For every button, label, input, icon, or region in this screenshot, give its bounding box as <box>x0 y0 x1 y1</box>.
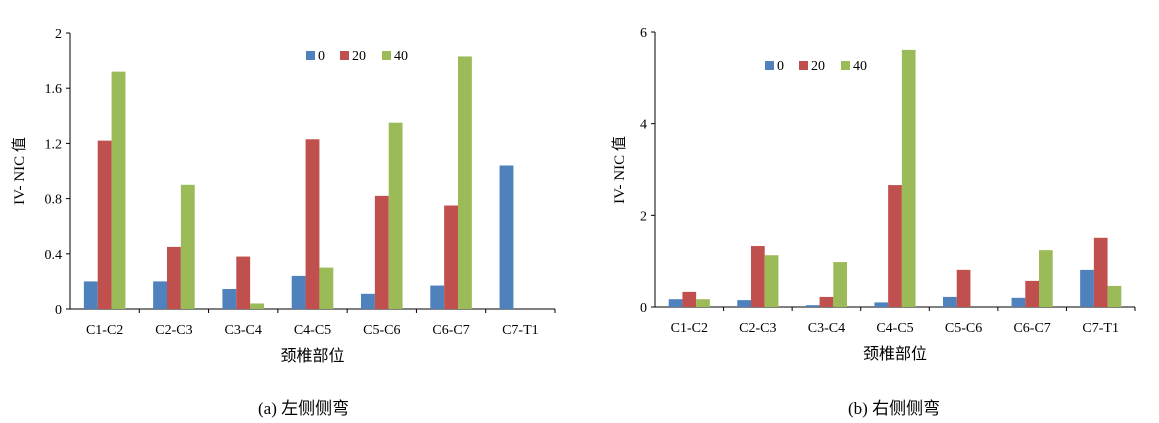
chartb-bar-40-C2-C3 <box>764 255 779 307</box>
chartb-bar-40-C7-T1 <box>1107 285 1122 307</box>
charta-y-axis-title: IV- NIC 值 <box>11 137 28 205</box>
charta-bar-40-C2-C3 <box>180 184 195 309</box>
chartb-x-tick-label: C1-C2 <box>671 321 708 336</box>
chartb-bar-0-C1-C2 <box>668 299 683 307</box>
charta-y-tick-label: 0 <box>55 303 62 318</box>
chartb-bar-40-C1-C2 <box>696 299 710 307</box>
charta-bar-20-C2-C3 <box>167 246 181 309</box>
charta-bar-20-C1-C2 <box>97 140 112 309</box>
charta-bar-20-C4-C5 <box>305 139 320 309</box>
chartb-legend-label-0: 0 <box>777 59 784 74</box>
charta-legend-label-0: 0 <box>318 49 325 64</box>
charta-bar-0-C6-C7 <box>430 285 445 309</box>
charta-x-axis-title: 颈椎部位 <box>280 347 344 365</box>
charta-y-tick-label: 0.8 <box>45 193 63 208</box>
charta-legend-label-40: 40 <box>394 49 408 64</box>
charta-bar-40-C5-C6 <box>388 122 403 309</box>
charta-bar-20-C3-C4 <box>236 256 251 309</box>
charta-y-tick-label: 0.4 <box>45 248 63 263</box>
charta-y-tick-label: 1.2 <box>45 137 63 152</box>
charta-bar-20-C5-C6 <box>374 195 389 309</box>
chartb-legend-swatch-0 <box>765 61 774 70</box>
chartb-x-tick-label: C5-C6 <box>945 321 982 336</box>
chartb-bar-0-C6-C7 <box>1011 297 1026 307</box>
chartb-bar-40-C3-C4 <box>833 262 847 307</box>
chartb-x-tick-label: C7-T1 <box>1082 321 1119 336</box>
charta-bar-20-C6-C7 <box>444 205 458 309</box>
chartb-y-tick-label: 4 <box>640 118 647 133</box>
chartb-bar-20-C4-C5 <box>888 185 902 307</box>
chartb-bar-40-C4-C5 <box>901 49 916 307</box>
charta-bar-0-C2-C3 <box>153 281 167 309</box>
chartb-bar-0-C3-C4 <box>805 305 820 307</box>
charta-bar-0-C5-C6 <box>361 293 375 309</box>
charta-bar-0-C3-C4 <box>222 288 237 309</box>
charta-bar-40-C4-C5 <box>319 267 334 309</box>
chartb-bar-0-C7-T1 <box>1080 269 1094 307</box>
charta-legend-swatch-20 <box>340 51 349 60</box>
charta-x-tick-label: C1-C2 <box>86 323 123 338</box>
chartb-y-tick-label: 2 <box>640 209 647 224</box>
chartb-x-tick-label: C4-C5 <box>876 321 913 336</box>
chartb-bar-20-C1-C2 <box>682 291 697 307</box>
charta-legend-swatch-40 <box>382 51 391 60</box>
chartb-x-tick-label: C3-C4 <box>808 321 845 336</box>
caption-a: (a) 左侧侧弯 <box>258 399 350 418</box>
chartb-x-tick-label: C2-C3 <box>739 321 776 336</box>
charta-x-tick-label: C7-T1 <box>502 323 539 338</box>
charta-bar-40-C6-C7 <box>458 56 472 310</box>
charta-x-tick-label: C2-C3 <box>155 323 192 338</box>
chartb-legend-label-20: 20 <box>811 59 825 74</box>
charta-y-tick-label: 2 <box>55 27 62 42</box>
chartb-bar-0-C5-C6 <box>943 296 957 307</box>
caption-b: (b) 右侧侧弯 <box>848 399 941 418</box>
chartb-bar-20-C5-C6 <box>956 269 971 307</box>
chartb-bar-20-C7-T1 <box>1093 237 1108 307</box>
chartb-y-tick-label: 6 <box>640 26 647 41</box>
chartb-legend-label-40: 40 <box>853 59 867 74</box>
charta-bar-0-C1-C2 <box>83 281 98 309</box>
charta-y-tick-label: 1.6 <box>45 82 63 97</box>
charta-legend-label-20: 20 <box>352 49 366 64</box>
chartb-bar-20-C2-C3 <box>751 246 765 307</box>
charta-bar-0-C7-T1 <box>499 165 514 309</box>
charta-bar-0-C4-C5 <box>291 275 306 309</box>
chartb-legend-swatch-40 <box>841 61 850 70</box>
chartb-x-axis-title: 颈椎部位 <box>863 345 927 363</box>
chartb-bar-40-C6-C7 <box>1039 250 1053 307</box>
chartb-y-tick-label: 0 <box>640 301 647 316</box>
chartb-legend-swatch-20 <box>799 61 808 70</box>
chartb-bar-20-C3-C4 <box>819 296 834 307</box>
charta-bar-40-C3-C4 <box>250 303 264 309</box>
charta-x-tick-label: C5-C6 <box>363 323 400 338</box>
charta-bar-40-C1-C2 <box>111 71 126 309</box>
chartb-bar-20-C6-C7 <box>1025 280 1039 307</box>
charta-legend-swatch-0 <box>306 51 315 60</box>
chartb-x-tick-label: C6-C7 <box>1013 321 1050 336</box>
charta-x-tick-label: C6-C7 <box>432 323 469 338</box>
chartb-y-axis-title: IV- NIC 值 <box>611 136 628 204</box>
charta-x-tick-label: C4-C5 <box>294 323 331 338</box>
chartb-bar-0-C4-C5 <box>874 302 889 307</box>
charta-x-tick-label: C3-C4 <box>225 323 262 338</box>
chartb-bar-0-C2-C3 <box>737 300 751 307</box>
